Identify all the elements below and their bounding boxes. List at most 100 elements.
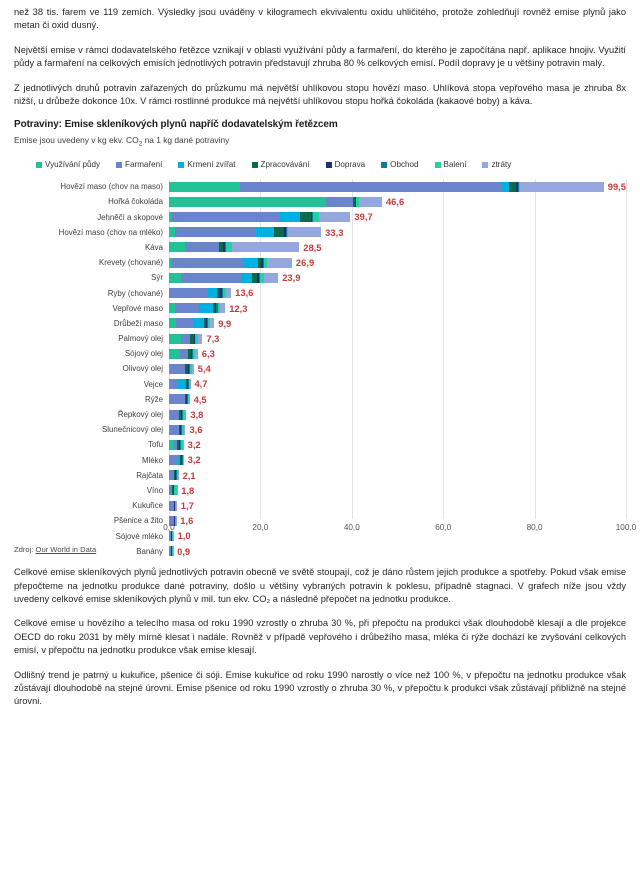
bar-segment-6[interactable] (174, 485, 177, 496)
bar-segment-4[interactable] (310, 212, 313, 223)
bar-segment-4[interactable] (172, 485, 174, 496)
bar-segment-2[interactable] (177, 379, 187, 390)
bar-segment-2[interactable] (208, 288, 218, 299)
chart-bar-row[interactable]: Víno 1,8 (14, 483, 626, 498)
bar-segment-3[interactable] (173, 500, 175, 511)
bar-segment-4[interactable] (215, 303, 217, 314)
bar-segment-5[interactable] (194, 333, 196, 344)
bar-segment-5[interactable] (191, 348, 193, 359)
bar-segment-6[interactable] (175, 500, 177, 511)
bar-segment-3[interactable] (187, 348, 191, 359)
bar-segment-1[interactable] (169, 409, 180, 420)
bar-segment-0[interactable] (169, 379, 170, 390)
bar-segment-0[interactable] (169, 242, 186, 253)
stacked-bar[interactable] (169, 409, 187, 420)
stacked-bar[interactable] (169, 363, 194, 374)
stacked-bar[interactable] (169, 196, 382, 207)
bar-segment-2[interactable] (192, 318, 204, 329)
bar-segment-3[interactable] (213, 303, 216, 314)
chart-bar-row[interactable]: Slunečnicový olej 3,6 (14, 422, 626, 437)
bar-segment-1[interactable] (169, 288, 209, 299)
legend-item-4[interactable]: Doprava (325, 160, 365, 169)
bar-segment-0[interactable] (169, 363, 170, 374)
bar-segment-7[interactable] (195, 348, 198, 359)
bar-segment-5[interactable] (225, 242, 227, 253)
bar-segment-7[interactable] (519, 181, 604, 192)
bar-segment-1[interactable] (169, 500, 174, 511)
stacked-bar[interactable] (169, 348, 198, 359)
chart-bar-row[interactable]: Krevety (chované) 26,9 (14, 255, 626, 270)
bar-segment-0[interactable] (169, 348, 180, 359)
bar-segment-7[interactable] (225, 288, 232, 299)
bar-segment-0[interactable] (169, 212, 171, 223)
bar-segment-7[interactable] (192, 363, 194, 374)
chart-bar-row[interactable]: Řepkový olej 3,8 (14, 407, 626, 422)
bar-segment-2[interactable] (244, 257, 259, 268)
bar-segment-6[interactable] (259, 272, 264, 283)
bar-segment-3[interactable] (177, 439, 180, 450)
bar-segment-6[interactable] (189, 363, 193, 374)
bar-segment-3[interactable] (189, 333, 194, 344)
bar-segment-1[interactable] (176, 318, 193, 329)
bar-segment-3[interactable] (299, 212, 311, 223)
bar-segment-4[interactable] (188, 363, 190, 374)
bar-segment-0[interactable] (169, 257, 171, 268)
bar-segment-1[interactable] (240, 181, 501, 192)
bar-segment-0[interactable] (169, 318, 177, 329)
bar-segment-2[interactable] (255, 227, 274, 238)
bar-segment-1[interactable] (173, 439, 178, 450)
bar-segment-7[interactable] (267, 257, 292, 268)
bar-segment-4[interactable] (187, 379, 189, 390)
bar-segment-2[interactable] (199, 303, 214, 314)
bar-segment-4[interactable] (220, 288, 222, 299)
bar-segment-1[interactable] (169, 485, 172, 496)
bar-segment-7[interactable] (210, 318, 215, 329)
bar-segment-0[interactable] (169, 303, 175, 314)
chart-bar-row[interactable]: Rajčata 2,1 (14, 468, 626, 483)
bar-segment-3[interactable] (353, 196, 356, 207)
bar-segment-0[interactable] (169, 333, 181, 344)
bar-segment-4[interactable] (179, 439, 181, 450)
bar-segment-6[interactable] (192, 348, 195, 359)
bar-segment-7[interactable] (359, 196, 382, 207)
chart-bar-row[interactable]: Olivový olej 5,4 (14, 361, 626, 376)
bar-segment-5[interactable] (181, 424, 183, 435)
bar-segment-5[interactable] (187, 394, 189, 405)
bar-segment-7[interactable] (184, 409, 187, 420)
stacked-bar[interactable] (169, 257, 292, 268)
stacked-bar[interactable] (169, 227, 322, 238)
chart-bar-row[interactable]: Rýže 4,5 (14, 392, 626, 407)
bar-segment-1[interactable] (169, 515, 174, 526)
bar-segment-0[interactable] (169, 181, 241, 192)
bar-segment-4[interactable] (190, 348, 192, 359)
bar-segment-3[interactable] (179, 455, 181, 466)
bar-segment-6[interactable] (188, 394, 190, 405)
bar-segment-7[interactable] (288, 227, 322, 238)
chart-bar-row[interactable]: Vejce 4,7 (14, 377, 626, 392)
bar-segment-6[interactable] (223, 288, 226, 299)
bar-segment-3[interactable] (171, 485, 173, 496)
bar-segment-3[interactable] (218, 242, 224, 253)
bar-segment-5[interactable] (216, 303, 218, 314)
bar-segment-1[interactable] (175, 227, 256, 238)
bar-segment-3[interactable] (178, 424, 181, 435)
bar-segment-0[interactable] (169, 424, 170, 435)
bar-segment-6[interactable] (182, 424, 185, 435)
bar-segment-6[interactable] (195, 333, 198, 344)
bar-segment-3[interactable] (217, 288, 221, 299)
bar-segment-1[interactable] (179, 348, 188, 359)
chart-bar-row[interactable]: Jehněčí a skopové 39,7 (14, 209, 626, 224)
chart-bar-row[interactable]: Hořká čokoláda 46,6 (14, 194, 626, 209)
bar-segment-2[interactable] (178, 455, 180, 466)
bar-segment-6[interactable] (181, 439, 184, 450)
bar-segment-0[interactable] (169, 196, 326, 207)
bar-segment-3[interactable] (203, 318, 206, 329)
stacked-bar[interactable] (169, 515, 177, 526)
bar-segment-5[interactable] (181, 409, 183, 420)
bar-segment-6[interactable] (313, 212, 320, 223)
chart-bar-row[interactable]: Sójový olej 6,3 (14, 346, 626, 361)
bar-segment-7[interactable] (263, 272, 279, 283)
legend-item-1[interactable]: Farmaření (116, 160, 162, 169)
legend-item-5[interactable]: Obchod (381, 160, 419, 169)
stacked-bar[interactable] (169, 424, 186, 435)
